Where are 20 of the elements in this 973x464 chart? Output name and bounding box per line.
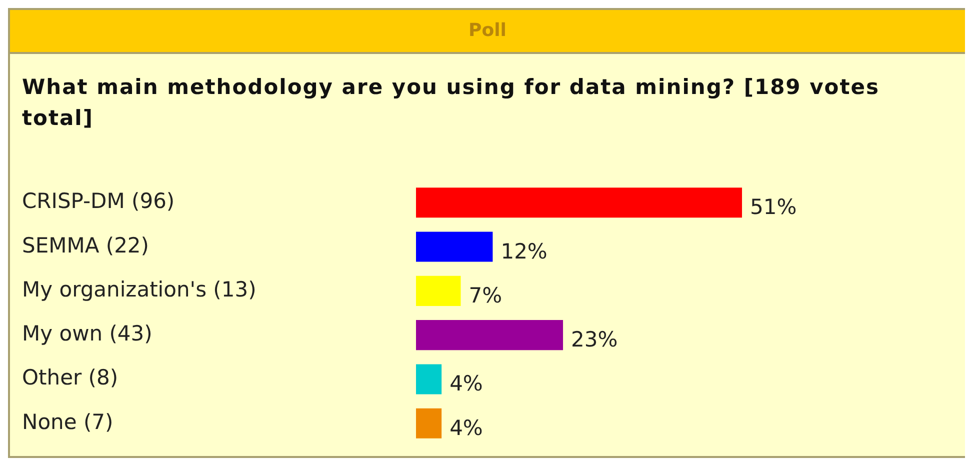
data-label: 4% [450,416,483,440]
data-label: 51% [750,195,797,220]
bar [416,276,461,306]
y-tick-label: None (7) [22,410,114,434]
data-label: 23% [571,328,618,352]
chart-subtitle: What main methodology are you using for data mining? [189 votes total] [22,74,881,132]
bar [416,320,564,350]
data-label: 4% [450,372,483,396]
data-label: 7% [468,283,502,308]
y-tick-label: Other (8) [22,366,118,390]
bar [416,188,742,218]
bar [416,408,442,438]
chart-title: Poll [10,10,965,54]
data-label: 12% [500,239,548,264]
bar [416,232,493,262]
y-tick-label: SEMMA (22) [22,233,149,258]
y-tick-label: My organization's (13) [22,277,256,302]
y-tick-label: My own (43) [22,322,152,346]
y-tick-label: CRISP-DM (96) [22,189,175,214]
bar [416,364,442,394]
